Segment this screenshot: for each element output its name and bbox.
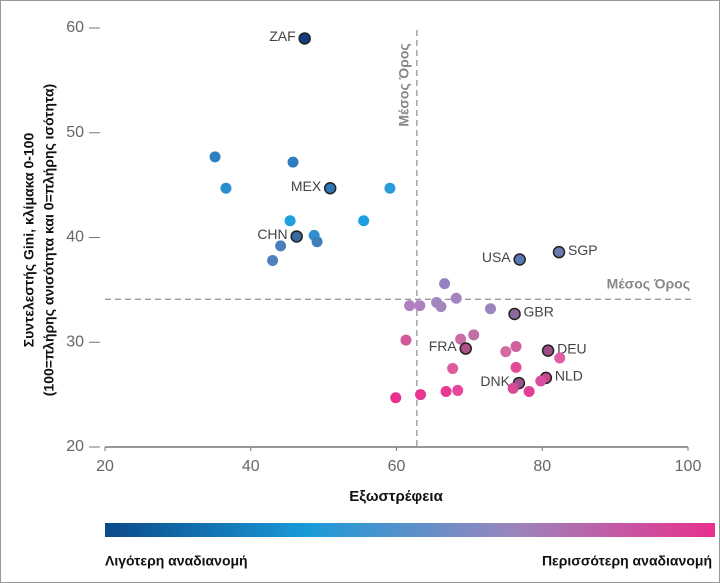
point — [510, 361, 522, 373]
point — [290, 230, 303, 243]
point — [275, 240, 287, 252]
x-tick-label: 20 — [96, 458, 114, 475]
point-label: FRA — [429, 338, 458, 354]
point-label: DEU — [557, 340, 587, 356]
x-tick-label: 100 — [675, 458, 702, 475]
mean-label: Μέσος Όρος — [396, 43, 412, 126]
point — [513, 253, 526, 266]
point — [523, 385, 535, 397]
y-tick-label: 20 — [66, 438, 84, 455]
x-axis-label: Εξωστρέφεια — [349, 488, 443, 505]
point — [554, 352, 566, 364]
point — [468, 329, 480, 341]
point — [400, 334, 412, 346]
point — [298, 32, 311, 45]
x-tick-label: 80 — [533, 458, 551, 475]
point-label: DNK — [480, 373, 510, 389]
point — [455, 333, 467, 345]
point — [535, 375, 547, 387]
point — [267, 255, 279, 267]
point — [390, 392, 402, 404]
point — [500, 346, 512, 358]
x-tick-label: 40 — [242, 458, 260, 475]
point — [323, 182, 337, 195]
point — [552, 245, 566, 259]
point-label: ZAF — [269, 28, 295, 44]
point — [404, 300, 416, 312]
point — [311, 236, 323, 248]
point — [459, 342, 472, 355]
point-label: SGP — [568, 242, 598, 258]
point — [284, 215, 296, 227]
point — [447, 362, 459, 374]
colorbar-label: Λιγότερη αναδιανομή — [105, 553, 248, 569]
point — [209, 151, 221, 163]
point-label: USA — [482, 249, 511, 265]
point-label: MEX — [291, 178, 322, 194]
point — [510, 340, 522, 352]
point — [507, 382, 519, 394]
y-axis-label: Συντελεστής Gini, κλίμακα 0-100 — [21, 133, 37, 348]
y-tick-label: 30 — [66, 333, 84, 350]
point — [435, 301, 447, 313]
colorbar-label: Περισσότερη αναδιανομή — [542, 553, 712, 569]
point — [485, 303, 497, 315]
point-label: CHN — [257, 226, 287, 242]
point — [414, 300, 426, 312]
y-tick-label: 60 — [66, 19, 84, 36]
y-axis-label: (100=πλήρης ανισότητα και 0=πλήρης ισότη… — [41, 84, 57, 396]
point — [440, 385, 452, 397]
point — [541, 344, 555, 357]
mean-label: Μέσος Όρος — [607, 276, 690, 292]
point — [439, 278, 451, 290]
point-label: GBR — [524, 304, 554, 320]
point — [452, 384, 464, 396]
point — [287, 156, 299, 168]
y-tick-label: 50 — [66, 124, 84, 141]
x-tick-label: 60 — [388, 458, 406, 475]
y-tick-label: 40 — [66, 229, 84, 246]
point — [450, 292, 462, 304]
point — [508, 307, 521, 321]
colorbar — [105, 523, 715, 537]
point — [358, 215, 370, 227]
point — [384, 182, 396, 194]
point — [220, 182, 232, 194]
point — [415, 389, 427, 401]
point-label: NLD — [555, 368, 583, 384]
